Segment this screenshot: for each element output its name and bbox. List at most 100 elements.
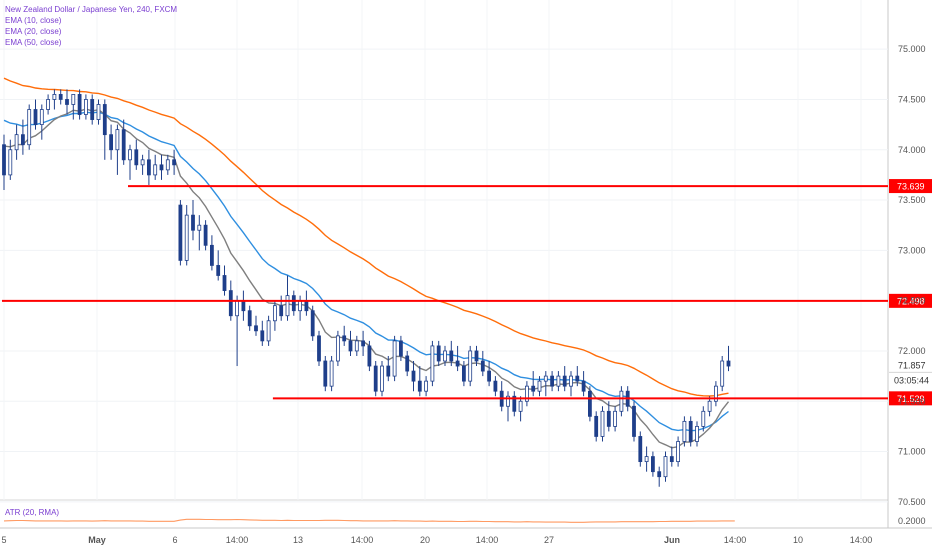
candle-body-up xyxy=(71,94,76,105)
candle-body-up xyxy=(27,109,32,146)
time-tick-label: 6 xyxy=(172,535,177,545)
candle xyxy=(291,290,296,316)
candle xyxy=(254,315,258,336)
level-price-tag xyxy=(889,391,932,406)
candle-body-up xyxy=(392,340,397,377)
candle-body-up xyxy=(468,350,473,382)
candle xyxy=(398,335,403,362)
candle-body-down xyxy=(159,164,164,171)
candle xyxy=(90,94,95,125)
candle-body-down xyxy=(606,410,611,427)
legend-ema20[interactable]: EMA (20, close) xyxy=(5,27,62,36)
candle xyxy=(682,416,687,447)
candle-body-down xyxy=(310,310,315,337)
candle xyxy=(216,250,221,281)
candle xyxy=(102,99,107,160)
time-tick-label: May xyxy=(88,535,106,545)
level-price-tag xyxy=(889,293,932,308)
candle xyxy=(209,235,214,271)
candle xyxy=(222,265,227,296)
candle xyxy=(65,89,69,115)
candle xyxy=(550,371,554,392)
candle-body-up xyxy=(84,99,88,115)
candle-body-down xyxy=(411,370,416,382)
candle-body-down xyxy=(178,204,183,261)
candle-body-up xyxy=(14,134,19,151)
candle-body-down xyxy=(367,345,372,367)
candle xyxy=(430,340,435,387)
candle xyxy=(613,406,617,432)
candle-body-down xyxy=(512,395,517,412)
candle-body-up xyxy=(537,380,542,392)
last-price-label: 71.857 xyxy=(898,360,926,370)
candle-body-down xyxy=(191,214,195,231)
atr-pane xyxy=(3,518,735,523)
candle xyxy=(146,149,151,185)
candle-body-up xyxy=(663,456,668,478)
legend-ema50[interactable]: EMA (50, close) xyxy=(5,38,62,47)
candle xyxy=(531,371,536,397)
level-price-label: 72.498 xyxy=(897,296,925,306)
candle xyxy=(424,376,429,397)
candle-body-up xyxy=(644,456,649,463)
candle-body-up xyxy=(329,360,334,387)
candle xyxy=(575,366,580,387)
candle xyxy=(367,340,372,372)
candle xyxy=(115,124,120,175)
candle-body-down xyxy=(417,380,422,392)
time-tick-label: 14:00 xyxy=(850,535,873,545)
candle xyxy=(512,391,517,417)
level-price-label: 73.639 xyxy=(897,182,925,192)
candle xyxy=(688,416,693,447)
time-tick-label: 14:00 xyxy=(226,535,249,545)
price-tick-label: 71.500 xyxy=(898,396,926,406)
candle xyxy=(638,431,643,467)
candle-body-down xyxy=(480,360,485,372)
candle xyxy=(58,89,63,105)
candle-body-up xyxy=(115,129,120,151)
candle-body-up xyxy=(335,335,340,362)
candle xyxy=(260,320,265,346)
candle-body-down xyxy=(222,275,227,291)
candle-body-up xyxy=(153,164,158,176)
legend-ema10[interactable]: EMA (10, close) xyxy=(5,16,62,25)
candle-body-down xyxy=(216,265,221,276)
candle xyxy=(461,361,466,387)
candle-body-up xyxy=(272,305,277,322)
candle xyxy=(657,466,662,487)
candle xyxy=(33,99,38,130)
candle-body-up xyxy=(380,365,384,392)
price-tick-label: 71.000 xyxy=(898,447,926,457)
candle-body-down xyxy=(146,159,151,176)
legend-title[interactable]: New Zealand Dollar / Japanese Yen, 240, … xyxy=(5,5,178,14)
candle-body-up xyxy=(525,385,529,402)
candle-body-up xyxy=(235,300,240,317)
candle-body-down xyxy=(575,375,580,382)
candle xyxy=(84,94,88,120)
candle xyxy=(386,355,391,382)
price-tick-label: 74.000 xyxy=(898,145,926,155)
time-tick-label: 14:00 xyxy=(476,535,499,545)
candle-body-up xyxy=(285,295,290,317)
candle-body-up xyxy=(96,104,101,120)
candle xyxy=(537,376,542,397)
candle-body-down xyxy=(228,290,233,317)
candle xyxy=(14,124,19,160)
candle-body-down xyxy=(455,360,460,367)
candle xyxy=(487,361,492,387)
candle-body-up xyxy=(197,224,202,231)
candle xyxy=(197,215,202,251)
atr-legend[interactable]: ATR (20, RMA) xyxy=(5,508,60,517)
candle xyxy=(569,371,573,397)
horizontal-levels[interactable]: 73.639 72.498 71.529 xyxy=(2,179,932,406)
countdown-label: 03:05:44 xyxy=(894,375,929,385)
atr-tick-label: 0.2000 xyxy=(898,516,926,526)
candle xyxy=(153,154,158,180)
candle-body-down xyxy=(20,134,25,146)
candle-body-down xyxy=(657,471,662,478)
candle xyxy=(184,205,189,266)
candle-body-down xyxy=(487,370,492,382)
candle xyxy=(606,401,611,432)
